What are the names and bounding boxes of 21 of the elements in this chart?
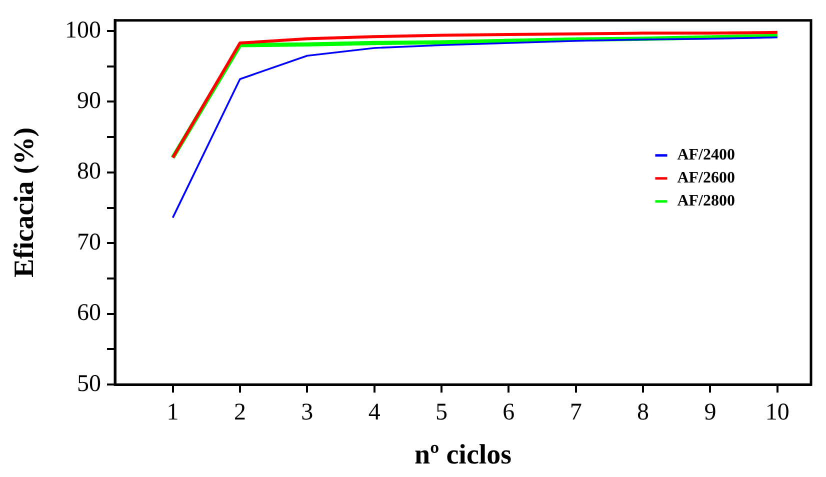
y-tick-label: 70	[77, 229, 101, 256]
x-tick-label: 6	[502, 399, 515, 426]
x-tick-label: 10	[765, 399, 790, 426]
y-axis-title: Eficacia (%)	[9, 127, 40, 278]
x-tick-label: 1	[166, 399, 179, 426]
legend-label: AF/2800	[677, 192, 736, 210]
y-tick-label: 100	[65, 17, 101, 44]
x-tick-label: 2	[234, 399, 246, 426]
x-tick-label: 9	[704, 399, 716, 426]
x-tick-label: 3	[301, 399, 314, 426]
y-tick-label: 60	[77, 300, 101, 326]
y-tick-label: 90	[77, 88, 101, 114]
x-tick-label: 4	[368, 399, 380, 426]
x-tick-label: 7	[570, 399, 582, 426]
x-tick-label: 8	[637, 399, 650, 426]
legend-label: AF/2600	[677, 170, 736, 187]
x-axis-title: nº ciclos	[414, 439, 512, 470]
y-tick-label: 50	[77, 370, 101, 397]
legend-label: AF/2400	[677, 146, 736, 164]
x-tick-label: 5	[436, 399, 448, 426]
y-tick-label: 80	[77, 158, 101, 185]
